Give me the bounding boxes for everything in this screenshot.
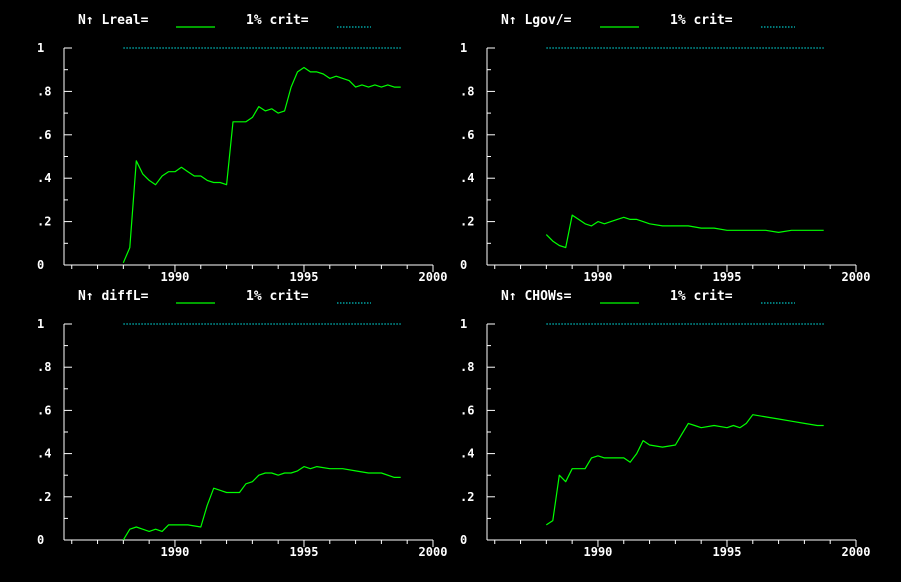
legend-crit-label: 1% crit= bbox=[670, 13, 733, 28]
y-tick-label: .2 bbox=[37, 490, 51, 504]
y-tick-label: 0 bbox=[460, 533, 467, 547]
chart-panel-4: N↑ CHOWs= 1% crit= 0 .2 .4 .6 .8 1 1990 1995 2000 bbox=[460, 289, 870, 559]
y-tick-label: 1 bbox=[460, 317, 467, 331]
y-tick-label: .8 bbox=[37, 84, 51, 98]
y-tick-label: 1 bbox=[37, 317, 44, 331]
x-tick-label: 2000 bbox=[419, 270, 448, 284]
x-tick-label: 1995 bbox=[713, 270, 742, 284]
x-tick-label: 1990 bbox=[161, 270, 190, 284]
y-tick-label: .2 bbox=[37, 215, 51, 229]
legend-crit-label: 1% crit= bbox=[246, 289, 309, 304]
x-tick-label: 1990 bbox=[584, 545, 613, 559]
chart-panel-1: N↑ Lreal= 1% crit= 0 .2 .4 .6 .8 1 1990 1995 2000 bbox=[37, 13, 447, 284]
x-tick-label: 1990 bbox=[161, 545, 190, 559]
y-tick-label: .4 bbox=[37, 171, 51, 185]
series-line bbox=[545, 414, 824, 526]
y-tick-label: 0 bbox=[37, 533, 44, 547]
x-tick-label: 1995 bbox=[290, 545, 319, 559]
legend-crit-label: 1% crit= bbox=[670, 289, 733, 304]
y-tick-label: .4 bbox=[460, 171, 474, 185]
y-tick-label: .4 bbox=[460, 447, 474, 461]
legend-series-label: N↑ Lreal= bbox=[78, 13, 149, 28]
y-tick-label: 1 bbox=[37, 41, 44, 55]
y-tick-label: .6 bbox=[37, 403, 51, 417]
x-tick-label: 1990 bbox=[584, 270, 613, 284]
series-line bbox=[122, 466, 401, 541]
y-tick-label: .8 bbox=[460, 84, 474, 98]
legend-series-label: N↑ CHOWs= bbox=[501, 289, 572, 304]
y-tick-label: 0 bbox=[37, 258, 44, 272]
series-line bbox=[122, 66, 401, 264]
y-tick-label: .8 bbox=[460, 360, 474, 374]
chart-panel-3: N↑ diffL= 1% crit= 0 .2 .4 .6 .8 1 1990 1995 2000 bbox=[37, 289, 447, 559]
y-tick-label: 0 bbox=[460, 258, 467, 272]
y-tick-label: .4 bbox=[37, 447, 51, 461]
x-tick-label: 1995 bbox=[290, 270, 319, 284]
y-tick-label: 1 bbox=[460, 41, 467, 55]
x-tick-label: 2000 bbox=[842, 270, 871, 284]
legend-series-label: N↑ Lgov/= bbox=[501, 13, 572, 28]
y-tick-label: .6 bbox=[37, 128, 51, 142]
y-tick-label: .2 bbox=[460, 215, 474, 229]
legend-series-label: N↑ diffL= bbox=[78, 289, 149, 304]
y-tick-label: .8 bbox=[37, 360, 51, 374]
chart-panel-2: N↑ Lgov/= 1% crit= 0 .2 .4 .6 .8 1 1990 1995 2000 bbox=[460, 13, 870, 284]
x-tick-label: 2000 bbox=[419, 545, 448, 559]
y-tick-label: .6 bbox=[460, 128, 474, 142]
x-tick-label: 2000 bbox=[842, 545, 871, 559]
series-line bbox=[545, 214, 824, 249]
y-tick-label: .6 bbox=[460, 403, 474, 417]
x-tick-label: 1995 bbox=[713, 545, 742, 559]
y-tick-label: .2 bbox=[460, 490, 474, 504]
legend-crit-label: 1% crit= bbox=[246, 13, 309, 28]
